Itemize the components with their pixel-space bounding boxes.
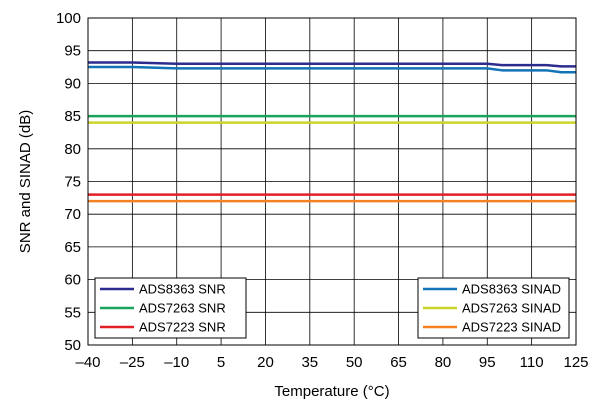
y-tick-label: 90	[64, 75, 81, 92]
y-axis-title: SNR and SINAD (dB)	[17, 110, 34, 253]
plot-frame	[87, 17, 577, 346]
series-line-ads8363-snr	[88, 61, 576, 68]
y-tick-label: 95	[64, 43, 81, 60]
y-tick-label: 80	[64, 141, 81, 158]
x-tick-label: 95	[479, 354, 496, 371]
legend-entry: ADS7263 SNR	[139, 301, 226, 316]
series-layer	[88, 61, 576, 203]
x-tick-label: 5	[217, 354, 225, 371]
x-axis-title: Temperature (°C)	[274, 383, 389, 400]
legend-entry: ADS8363 SNR	[139, 282, 226, 297]
y-tick-label: 100	[56, 10, 81, 27]
legend-bottom-left: ADS8363 SNR ADS7263 SNR ADS7223 SNR	[94, 277, 247, 339]
legend-entry: ADS7263 SINAD	[462, 301, 561, 316]
legend-entry: ADS7223 SINAD	[462, 320, 561, 335]
y-tick-label: 60	[64, 272, 81, 289]
y-tick-label: 55	[64, 304, 81, 321]
tick-layer: –40 –25 –10 5 20 35 50 65 80 95 110 125 50 55 60 65 70 75…	[56, 10, 589, 371]
x-tick-label: 35	[301, 354, 318, 371]
y-tick-label: 85	[64, 108, 81, 125]
series-line-ads8363-sinad	[88, 65, 576, 74]
y-tick-label: 65	[64, 239, 81, 256]
x-tick-label: 20	[257, 354, 274, 371]
legend-bottom-right: ADS8363 SINAD ADS7263 SINAD ADS7223 SINAD	[417, 277, 570, 339]
x-tick-label: 125	[563, 354, 588, 371]
x-tick-label: 80	[435, 354, 452, 371]
x-tick-label: –40	[75, 354, 100, 371]
x-tick-label: 65	[390, 354, 407, 371]
legend-entry: ADS8363 SINAD	[462, 282, 561, 297]
x-tick-label: –25	[120, 354, 145, 371]
x-tick-label: 110	[520, 354, 544, 371]
legend-entry: ADS7223 SNR	[139, 320, 226, 335]
y-tick-label: 50	[64, 337, 81, 354]
x-tick-label: –10	[164, 354, 189, 371]
y-tick-label: 70	[64, 206, 81, 223]
y-tick-label: 75	[64, 174, 81, 191]
x-tick-label: 50	[346, 354, 363, 371]
